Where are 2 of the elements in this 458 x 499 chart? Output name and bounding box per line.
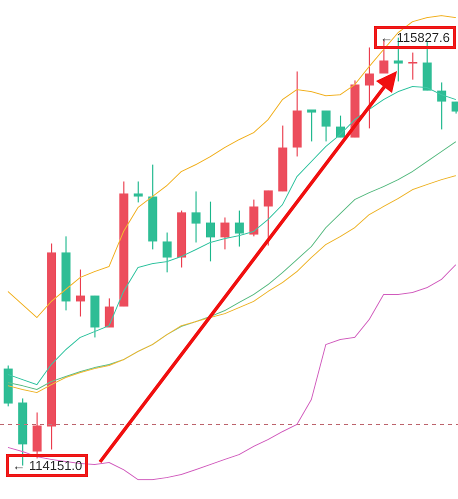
annotation: ← 115827.6 bbox=[374, 26, 456, 49]
annotation: ← 114151.0 bbox=[6, 454, 88, 477]
